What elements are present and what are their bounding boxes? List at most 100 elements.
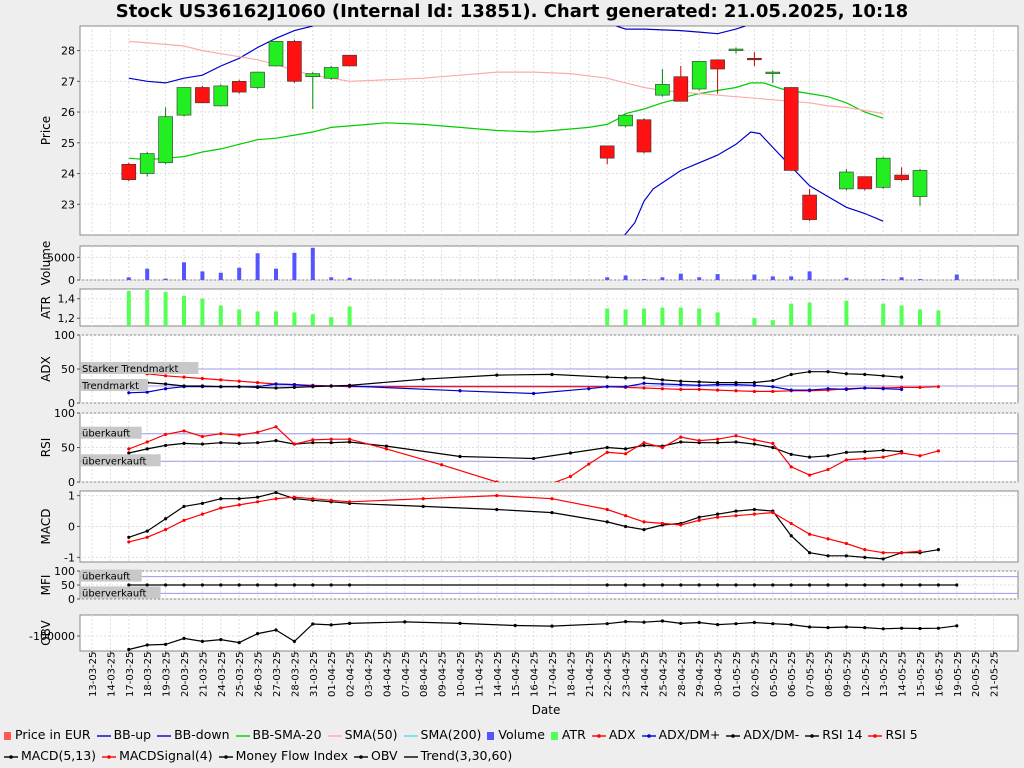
series-point <box>145 440 149 444</box>
series-point <box>771 385 775 389</box>
series-point <box>568 474 573 479</box>
series-point <box>348 383 352 387</box>
band-label: Trendmarkt <box>81 381 139 392</box>
series-point <box>679 583 683 587</box>
y-tick-label: 0 <box>68 397 75 410</box>
series-point <box>624 620 628 624</box>
bar <box>881 303 886 326</box>
plot-background <box>79 288 1019 327</box>
y-tick-label: 1,2 <box>58 312 76 325</box>
series-line <box>616 26 746 35</box>
series-point <box>826 387 830 391</box>
bar <box>200 271 205 280</box>
series-point <box>219 441 223 445</box>
legend-swatch <box>868 733 883 738</box>
series-point <box>550 372 554 377</box>
chart-title: Stock US36162J1060 (Internal Id: 13851).… <box>115 1 909 22</box>
series-point <box>274 425 278 429</box>
legend-label: ADX/DM+ <box>658 727 721 742</box>
series-point <box>660 378 665 382</box>
legend-item: RSI 14 <box>805 724 862 745</box>
legend-label: BB-up <box>113 727 152 742</box>
series-point <box>771 445 775 450</box>
bar <box>237 267 242 280</box>
series-point <box>624 376 628 380</box>
y-axis-label: ADX <box>39 356 53 382</box>
legend-item: Money Flow Index <box>218 745 348 766</box>
series-point <box>789 534 793 538</box>
candle-body <box>139 153 155 174</box>
y-tick-label: 0 <box>68 476 75 489</box>
series-point <box>587 387 591 391</box>
series-point <box>881 374 885 378</box>
band-label-bg <box>81 569 142 582</box>
legend-label: Volume <box>498 727 545 742</box>
legend-swatch <box>591 733 606 738</box>
legend-item: Trend(3,30,60) <box>403 745 512 766</box>
legend-label: MACD(5,13) <box>21 748 97 763</box>
legend-swatch <box>353 754 368 759</box>
series-point <box>752 507 757 512</box>
legend-label: SMA(200) <box>420 727 482 742</box>
series-line <box>128 82 884 161</box>
candle-body <box>710 59 725 70</box>
series-point <box>771 583 775 587</box>
x-axis-label: Date <box>532 703 561 717</box>
x-tick-label: 19-05-25 <box>953 652 964 697</box>
series-point <box>182 375 186 379</box>
series-point <box>752 381 757 385</box>
series-point <box>642 443 646 448</box>
series-point <box>734 440 738 444</box>
series-point <box>237 497 241 501</box>
bar <box>182 295 186 326</box>
series-point <box>844 372 849 376</box>
series-point <box>237 641 241 645</box>
series-point <box>752 389 757 394</box>
series-point <box>329 583 333 587</box>
x-tick-label: 02-04-25 <box>346 652 357 697</box>
bar <box>145 289 150 326</box>
candle-body <box>839 171 854 190</box>
series-point <box>182 384 186 388</box>
candle-body <box>655 84 670 96</box>
series-point <box>403 620 407 624</box>
series-point <box>256 583 260 587</box>
bar <box>899 305 904 326</box>
y-axis-label: Price <box>39 116 53 145</box>
bar <box>770 276 775 280</box>
series-point <box>348 437 352 441</box>
series-line <box>128 439 902 460</box>
x-tick-label: 20-05-25 <box>971 652 982 697</box>
bar <box>623 275 628 280</box>
band-label-bg <box>81 362 199 374</box>
series-point <box>881 627 885 631</box>
series-point <box>311 622 315 626</box>
series-point <box>256 495 260 499</box>
panel-adx: 0 50 100 ADX Starker Trendmarkt Trendmarkt <box>39 329 1019 410</box>
legend-swatch <box>487 731 495 740</box>
series-point <box>495 480 499 482</box>
x-tick-label: 15-05-25 <box>916 652 927 697</box>
bar <box>126 277 131 280</box>
series-point <box>274 583 278 587</box>
series-point <box>734 622 738 626</box>
series-point <box>274 497 278 501</box>
x-tick-label: 03-04-25 <box>364 652 375 697</box>
bar <box>200 298 205 326</box>
series-line <box>624 131 884 235</box>
panel-atr: 1,2 1,4 ATR <box>39 288 1019 327</box>
bar <box>752 318 757 326</box>
legend-swatch <box>726 733 741 738</box>
band-label-bg <box>81 379 148 391</box>
x-tick-label: 05-05-25 <box>769 652 780 697</box>
series-point <box>624 514 628 518</box>
candle-body <box>287 41 302 82</box>
y-tick-label: 100 <box>54 329 75 342</box>
legend: Price in EUR BB-up BB-down BB-SMA-20 SMA(50)… <box>4 724 1020 766</box>
plot-background <box>79 245 1019 281</box>
bar <box>678 307 683 326</box>
series-point <box>734 509 738 513</box>
series-point <box>826 454 830 458</box>
series-point <box>679 435 683 439</box>
series-point <box>237 385 241 389</box>
